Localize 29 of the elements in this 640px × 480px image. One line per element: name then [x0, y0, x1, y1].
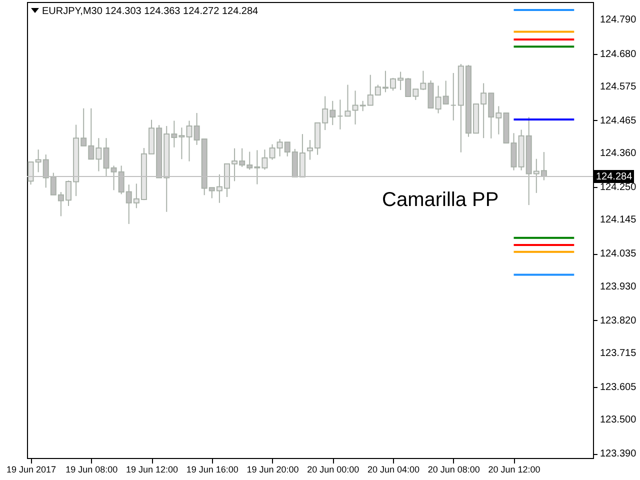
- y-tick-label: 123.500: [600, 414, 637, 426]
- y-tick-label: 123.715: [600, 348, 637, 359]
- y-tick-label: 123.820: [600, 315, 637, 326]
- candlestick: [337, 99, 344, 130]
- x-tick-label: 19 Jun 20:00: [246, 464, 299, 474]
- x-tick-label: 20 Jun 08:00: [428, 464, 480, 474]
- y-tick-label: 123.605: [600, 382, 637, 394]
- y-tick-label: 123.930: [600, 281, 637, 292]
- x-tick-label: 19 Jun 12:00: [126, 464, 178, 474]
- x-tick-label: 19 Jun 16:00: [186, 464, 238, 474]
- y-tick-label: 124.035: [600, 248, 637, 260]
- annotation: Camarilla PP: [382, 189, 499, 211]
- x-tick-label: 20 Jun 12:00: [488, 464, 540, 474]
- y-tick-label: 124.790: [600, 14, 637, 26]
- x-tick-label: 20 Jun 04:00: [367, 464, 420, 474]
- chart-title: EURJPY,M30 124.303 124.363 124.272 124.284: [42, 6, 259, 17]
- x-tick-label: 19 Jun 2017: [6, 464, 56, 474]
- y-tick-label: 124.145: [600, 214, 637, 226]
- y-tick-label: 124.465: [600, 115, 637, 126]
- candlestick: [344, 84, 351, 117]
- y-tick-label: 124.250: [600, 182, 637, 194]
- x-tick-label: 20 Jun 00:00: [307, 464, 360, 474]
- ref-line-label: 124.284: [596, 172, 633, 183]
- y-tick-label: 123.390: [600, 448, 637, 460]
- x-tick-label: 19 Jun 08:00: [66, 464, 118, 474]
- y-tick-label: 124.680: [600, 48, 637, 60]
- candlestick: [450, 72, 456, 121]
- y-tick-label: 124.575: [600, 81, 637, 92]
- y-tick-label: 124.360: [600, 148, 637, 159]
